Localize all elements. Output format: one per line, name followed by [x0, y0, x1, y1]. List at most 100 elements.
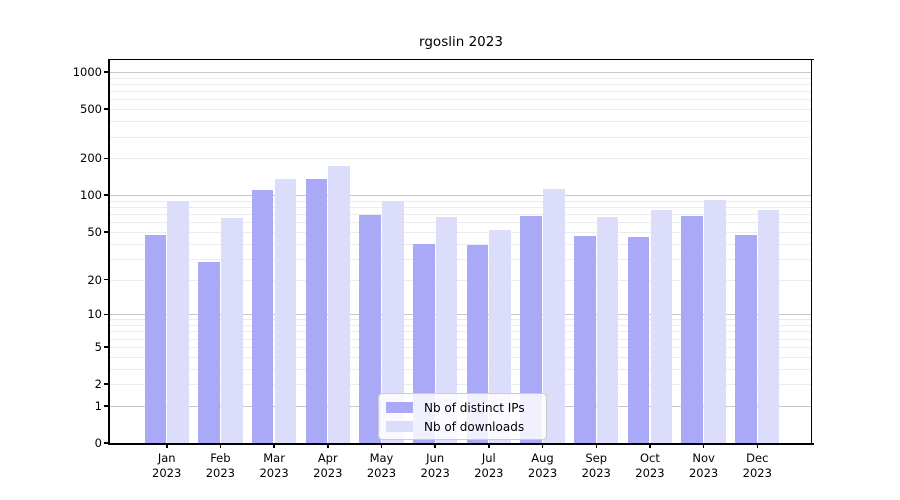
gridline-minor-3 [110, 368, 812, 370]
y-tick-label-200: 200 [80, 151, 102, 166]
gridline-minor-9 [110, 319, 812, 321]
y-tick-label-20: 20 [87, 272, 102, 287]
y-tick-2 [104, 383, 110, 385]
bar-downloads-aug [543, 189, 565, 443]
x-tick-label-sep: Sep 2023 [568, 451, 624, 481]
x-tick-label-feb: Feb 2023 [192, 451, 248, 481]
gridline-major-100 [110, 195, 812, 197]
y-tick-20 [104, 278, 110, 281]
x-label-year: 2023 [420, 466, 450, 480]
x-label-month: Sep [585, 451, 608, 465]
x-tick-jan [166, 443, 168, 448]
spine-right [810, 58, 813, 445]
y-tick-label-2: 2 [94, 377, 102, 391]
x-label-year: 2023 [474, 466, 504, 480]
x-label-year: 2023 [259, 466, 289, 480]
bar-downloads-jun [435, 217, 458, 443]
x-label-month: Aug [531, 451, 554, 465]
gridline-minor-40 [110, 243, 812, 245]
x-tick-aug [541, 443, 544, 448]
gridline-minor-80 [110, 207, 812, 209]
legend-entry-downloads: Nb of downloads [386, 418, 538, 435]
bar-downloads-jan [167, 201, 189, 443]
gridline-minor-5 [110, 346, 812, 348]
x-label-year: 2023 [742, 466, 772, 480]
x-tick-label-apr: Apr 2023 [300, 451, 356, 481]
chart-title: rgoslin 2023 [419, 34, 503, 50]
bar-downloads-nov [704, 199, 726, 443]
gridline-minor-500 [110, 109, 812, 111]
legend-label-downloads: Nb of downloads [424, 419, 525, 434]
bar-distinct-ips-sep [574, 236, 596, 443]
x-tick-label-jun: Jun 2023 [407, 451, 463, 481]
y-tick-label-5: 5 [94, 339, 102, 354]
bar-distinct-ips-apr [305, 178, 328, 443]
x-label-month: Jan [157, 451, 176, 465]
gridline-minor-4 [110, 356, 812, 358]
gridline-minor-400 [110, 121, 812, 123]
legend: Nb of distinct IPs Nb of downloads [378, 393, 547, 440]
x-tick-may [380, 443, 383, 448]
gridline-minor-900 [110, 77, 812, 79]
bar-downloads-dec [757, 210, 780, 443]
y-tick-label-50: 50 [87, 224, 102, 239]
x-label-month: Jul [481, 451, 496, 465]
y-tick-label-500: 500 [80, 102, 102, 117]
bar-distinct-ips-oct [627, 237, 650, 443]
x-tick-label-may: May 2023 [353, 451, 409, 481]
legend-swatch-distinct-ips [386, 402, 413, 413]
y-tick-10 [104, 313, 110, 316]
y-tick-5 [104, 346, 110, 348]
x-label-month: Nov [692, 451, 715, 465]
gridline-minor-800 [110, 83, 812, 85]
spine-bottom [108, 443, 814, 445]
gridline-major-1000 [110, 71, 812, 73]
x-tick-label-nov: Nov 2023 [676, 451, 732, 481]
gridline-minor-70 [110, 214, 812, 216]
gridline-minor-6 [110, 338, 812, 340]
legend-label-distinct-ips: Nb of distinct IPs [424, 400, 525, 415]
gridline-minor-30 [110, 258, 812, 260]
y-tick-label-1: 1 [94, 398, 102, 413]
y-tick-500 [104, 108, 110, 110]
gridline-major-10 [110, 314, 812, 316]
x-label-month: May [369, 451, 394, 465]
y-tick-label-10: 10 [87, 307, 102, 322]
x-tick-feb [219, 443, 222, 448]
x-label-year: 2023 [205, 466, 236, 480]
gridline-minor-20 [110, 279, 812, 281]
y-tick-50 [104, 231, 110, 233]
bar-downloads-apr [328, 165, 350, 443]
bar-downloads-feb [220, 218, 243, 443]
x-tick-apr [327, 443, 329, 448]
gridline-minor-600 [110, 99, 812, 101]
bar-downloads-mar [274, 179, 297, 443]
y-tick-200 [104, 157, 110, 159]
gridline-minor-700 [110, 91, 812, 93]
gridline-minor-2 [110, 384, 812, 385]
spine-top [108, 58, 814, 61]
x-tick-label-dec: Dec 2023 [729, 451, 785, 481]
x-tick-label-mar: Mar 2023 [246, 451, 302, 481]
bar-distinct-ips-may [359, 214, 381, 443]
x-label-month: Jun [426, 451, 445, 465]
x-label-year: 2023 [366, 466, 397, 480]
x-label-month: Oct [639, 451, 660, 465]
bar-distinct-ips-mar [251, 190, 274, 443]
bar-downloads-jul [489, 229, 512, 443]
y-tick-100 [104, 194, 110, 196]
gridline-minor-300 [110, 136, 812, 138]
x-label-month: Mar [263, 451, 285, 465]
x-label-year: 2023 [527, 466, 558, 480]
gridline-minor-7 [110, 331, 812, 333]
gridline-minor-60 [110, 222, 812, 224]
spine-left [108, 58, 110, 445]
plot-area [110, 60, 812, 443]
bar-downloads-may [382, 201, 404, 443]
x-label-month: Feb [210, 451, 231, 465]
x-label-year: 2023 [313, 466, 343, 480]
x-label-year: 2023 [152, 466, 182, 480]
x-tick-jun [434, 443, 436, 448]
x-label-year: 2023 [581, 466, 611, 480]
x-label-year: 2023 [635, 466, 665, 480]
